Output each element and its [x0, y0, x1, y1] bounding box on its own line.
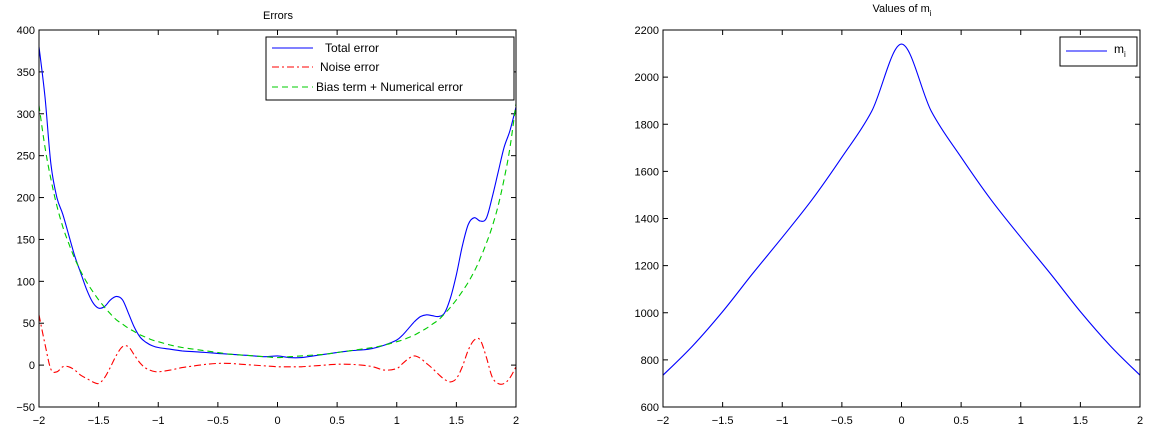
y-tick-label: 600 — [641, 402, 659, 414]
series-lines — [662, 43, 1141, 376]
values-chart: Values of mi 600800100012001400160018002… — [635, 3, 1144, 427]
x-tick-label: −2 — [33, 415, 46, 427]
y-tick-label: 150 — [17, 234, 35, 246]
legend-label-m: mi — [1114, 42, 1126, 59]
plot-area: 600 800 1000 1200 1400 1600 1800 2000 2200 −2 −1.… — [635, 25, 1144, 427]
y-tick-label: −50 — [16, 402, 35, 414]
legend-label-total-error: Total error — [325, 41, 379, 55]
y-tick-label: 350 — [17, 67, 35, 79]
y-tick-label: 250 — [17, 151, 35, 163]
series-lines — [38, 46, 517, 385]
x-axis: −2 −1.5 −1 −0.5 0 0.5 1 1.5 2 — [657, 30, 1143, 427]
x-tick-label: 0.5 — [329, 415, 344, 427]
x-tick-label: 1 — [394, 415, 400, 427]
y-tick-label: 1200 — [635, 261, 659, 273]
axes-frame — [662, 29, 1141, 408]
y-tick-label: 200 — [17, 193, 35, 205]
x-tick-label: −0.5 — [207, 415, 229, 427]
x-tick-label: −0.5 — [831, 415, 853, 427]
x-tick-label: −1.5 — [88, 415, 110, 427]
legend-label-m-subscript: i — [1124, 50, 1126, 59]
x-tick-label: 2 — [513, 415, 519, 427]
y-tick-label: 0 — [29, 360, 35, 372]
x-tick-label: 1.5 — [1073, 415, 1088, 427]
legend-label-bias-term: Bias term + Numerical error — [316, 80, 463, 94]
y-tick-label: 1000 — [635, 308, 659, 320]
y-tick-label: 1600 — [635, 166, 659, 178]
y-tick-label: 50 — [23, 318, 35, 330]
y-axis: 600 800 1000 1200 1400 1600 1800 2000 2200 — [635, 25, 1140, 414]
y-tick-label: 2200 — [635, 25, 659, 37]
x-axis: −2 −1.5 −1 −0.5 0 0.5 1 1.5 2 — [33, 30, 519, 427]
chart-title-main: Values of m — [872, 3, 929, 15]
legend: Total error Noise error Bias term + Nume… — [265, 36, 515, 101]
x-tick-label: 1.5 — [449, 415, 464, 427]
chart-title: Errors — [263, 10, 293, 22]
y-tick-label: 100 — [17, 276, 35, 288]
y-tick-label: 1400 — [635, 214, 659, 226]
x-tick-label: 0.5 — [953, 415, 968, 427]
x-tick-label: −1.5 — [712, 415, 734, 427]
y-tick-label: 400 — [17, 25, 35, 37]
x-tick-label: −1 — [776, 415, 789, 427]
series-line-m — [662, 43, 1141, 376]
y-tick-label: 300 — [17, 109, 35, 121]
y-tick-label: 800 — [641, 355, 659, 367]
x-tick-label: 0 — [274, 415, 280, 427]
y-axis: −50 0 50 100 150 200 250 300 350 400 — [16, 25, 516, 414]
x-tick-label: 0 — [898, 415, 904, 427]
x-tick-label: −1 — [152, 415, 165, 427]
y-tick-label: 1800 — [635, 119, 659, 131]
x-tick-label: 1 — [1018, 415, 1024, 427]
legend-label-m-main: m — [1114, 42, 1124, 56]
series-line-noise-error — [38, 314, 517, 385]
legend: mi — [1059, 36, 1138, 67]
series-line-bias-term-numerical-error — [38, 103, 517, 359]
errors-chart: Errors −50 0 50 100 150 200 250 300 350 400 −2 −1.… — [16, 10, 519, 427]
chart-title: Values of mi — [872, 3, 931, 18]
chart-title-subscript: i — [930, 9, 932, 18]
axes-frame — [38, 29, 517, 408]
y-tick-label: 2000 — [635, 72, 659, 84]
x-tick-label: −2 — [657, 415, 670, 427]
legend-label-noise-error: Noise error — [320, 60, 379, 74]
x-tick-label: 2 — [1137, 415, 1143, 427]
series-line-total-error — [38, 46, 517, 359]
plot-area: −50 0 50 100 150 200 250 300 350 400 −2 −1.5 −1 −0.5… — [16, 25, 519, 427]
